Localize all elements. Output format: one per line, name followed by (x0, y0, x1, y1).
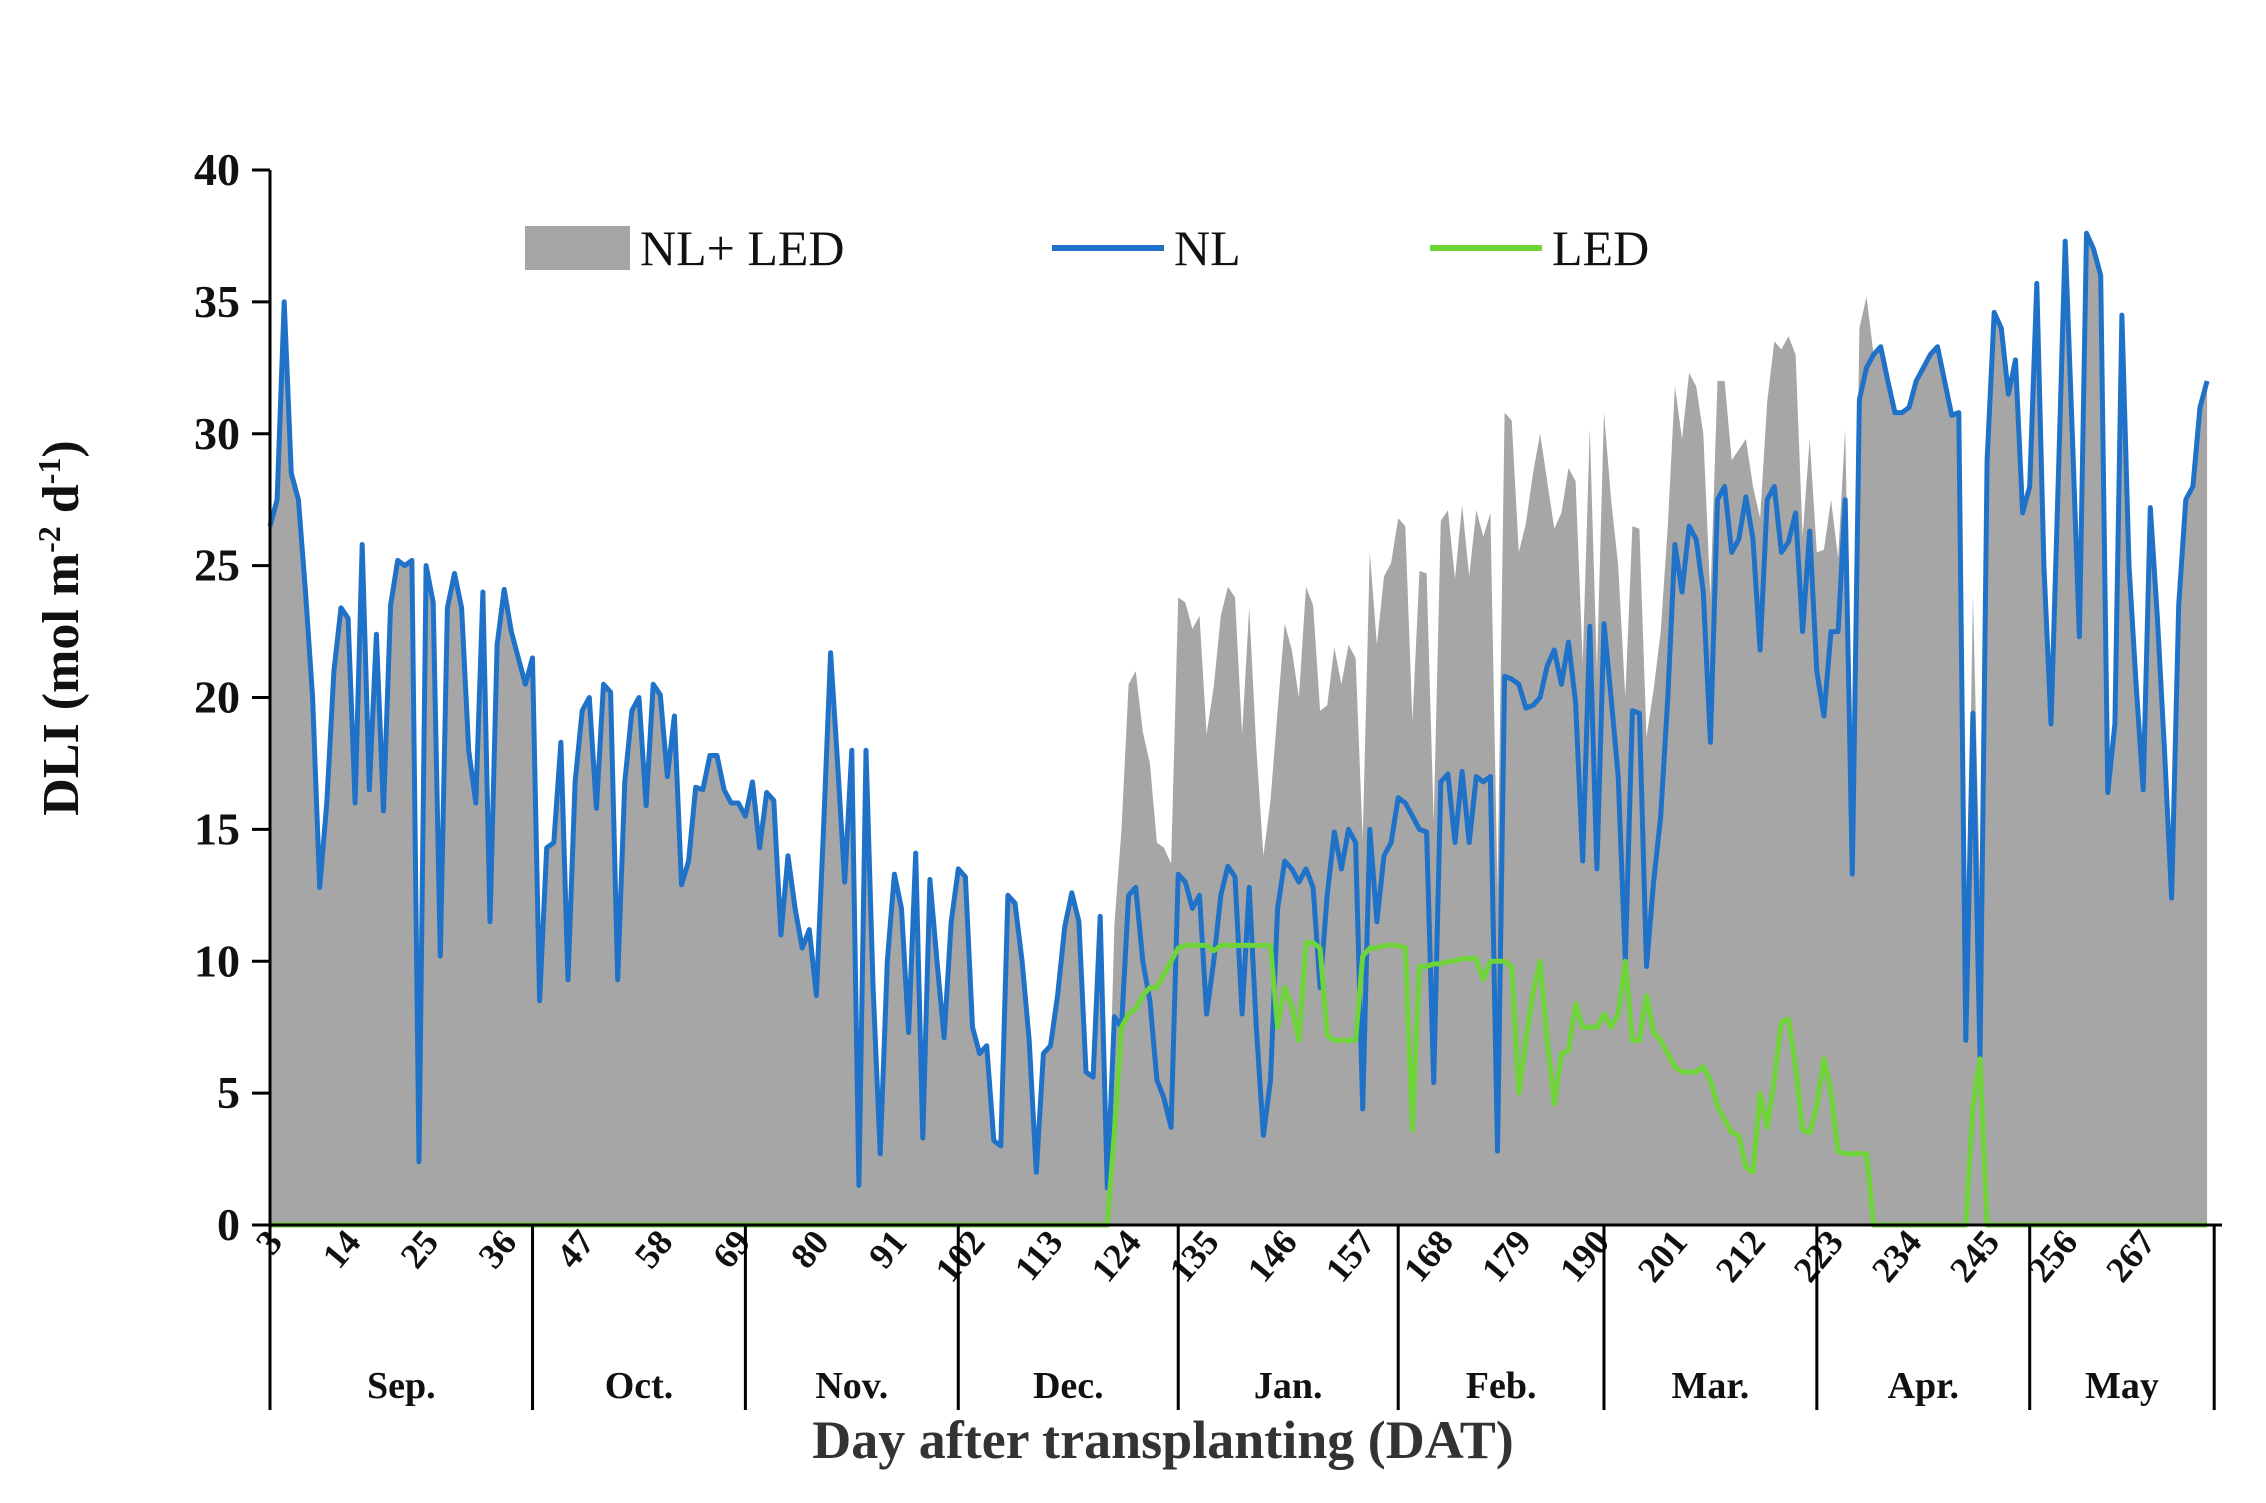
x-tick-label: 14 (314, 1222, 368, 1275)
legend-swatch-area (525, 226, 630, 270)
x-tick-label: 267 (2098, 1222, 2163, 1289)
x-tick-label: 36 (471, 1222, 525, 1275)
y-tick-label: 40 (194, 144, 240, 195)
series-line-led (270, 940, 2208, 1228)
month-label: Mar. (1672, 1365, 1750, 1407)
x-tick-label: 80 (783, 1222, 837, 1275)
month-label: Jan. (1254, 1365, 1323, 1407)
y-tick-label: 0 (217, 1199, 240, 1250)
x-tick-label: 47 (549, 1222, 603, 1275)
y-tick-label: 35 (194, 276, 240, 327)
x-tick-label: 157 (1317, 1222, 1382, 1289)
x-tick-label: 146 (1239, 1222, 1304, 1289)
y-axis-label: DLI (mol m-2 d-1) (31, 440, 90, 815)
month-label: Dec. (1033, 1365, 1104, 1407)
x-tick-label: 201 (1630, 1222, 1695, 1289)
x-tick-label: 102 (927, 1222, 992, 1289)
y-tick-label: 10 (194, 935, 240, 986)
series-area-nl-led (270, 233, 2208, 1226)
plot-area (267, 230, 2210, 1228)
x-tick-label: 234 (1864, 1222, 1929, 1289)
x-axis-label: Day after transplanting (DAT) (812, 1410, 1513, 1470)
y-tick-label: 5 (217, 1067, 240, 1118)
legend-label: LED (1552, 220, 1649, 276)
y-tick-label: 30 (194, 408, 240, 459)
x-tick-label: 190 (1552, 1222, 1617, 1289)
y-tick-label: 15 (194, 803, 240, 854)
x-tick-label: 124 (1083, 1222, 1148, 1289)
y-tick-label: 25 (194, 540, 240, 591)
month-label: Apr. (1888, 1365, 1959, 1407)
month-label: Nov. (815, 1365, 888, 1407)
x-tick-label: 25 (392, 1222, 446, 1275)
x-tick-label: 168 (1396, 1222, 1461, 1289)
legend: NL+ LED NL LED (525, 220, 1649, 276)
x-tick-label: 91 (861, 1222, 915, 1275)
x-tick-label: 69 (705, 1222, 759, 1275)
y-tick-label: 20 (194, 672, 240, 723)
x-tick-label: 58 (627, 1222, 681, 1275)
x-tick-label: 223 (1786, 1222, 1851, 1289)
x-tick-label: 113 (1007, 1222, 1071, 1288)
legend-label: NL (1174, 220, 1241, 276)
month-label: May (2085, 1365, 2159, 1407)
x-tick-label: 245 (1942, 1222, 2007, 1289)
legend-label: NL+ LED (640, 220, 845, 276)
month-label: Feb. (1466, 1365, 1537, 1407)
month-label: Sep. (367, 1365, 436, 1407)
x-tick-label: 135 (1161, 1222, 1226, 1289)
x-tick-label: 179 (1474, 1222, 1539, 1289)
x-tick-label: 212 (1708, 1222, 1773, 1289)
month-label: Oct. (605, 1365, 674, 1407)
